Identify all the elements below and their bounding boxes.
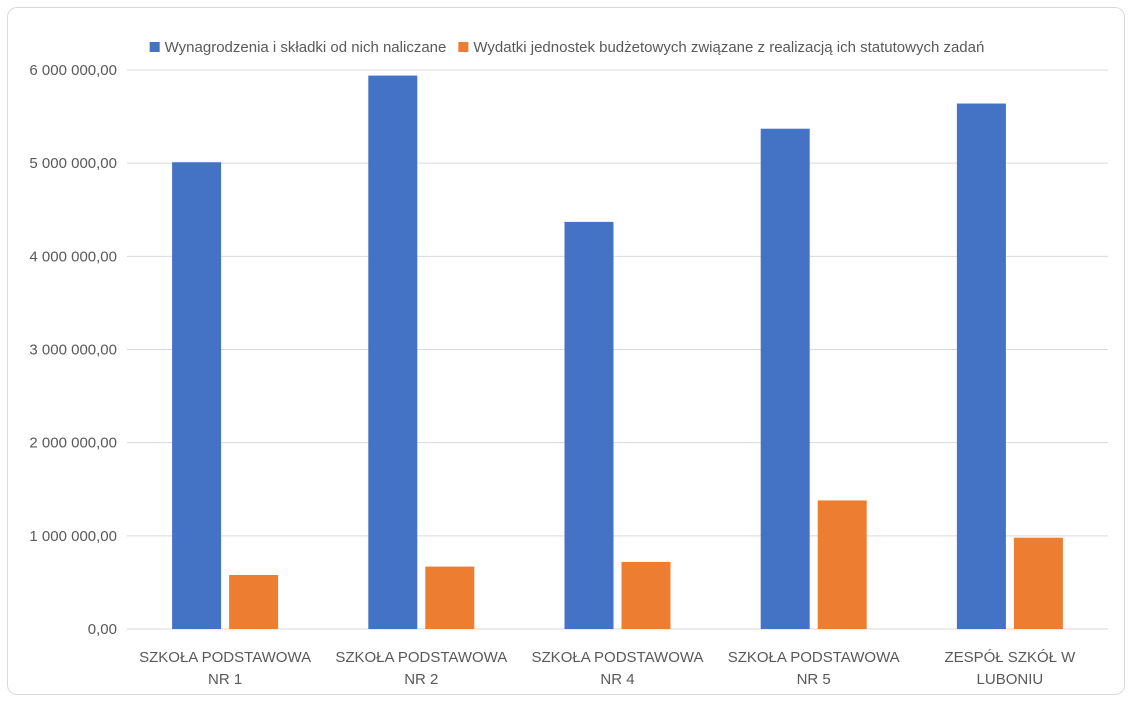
category-label-4-line1: SZKOŁA PODSTAWOWA (728, 649, 900, 666)
legend-label-2: Wydatki jednostek budżetowych związane z… (473, 39, 984, 56)
y-tick-label-4: 4 000 000,00 (29, 248, 117, 265)
y-tick-label-6: 6 000 000,00 (29, 62, 117, 79)
category-label-3-line1: SZKOŁA PODSTAWOWA (532, 649, 704, 666)
bar-series2-1 (229, 574, 279, 629)
gridlines (127, 69, 1108, 630)
category-label-4-line2: NR 5 (797, 671, 831, 688)
bar-series2-3 (621, 561, 671, 629)
category-label-5-line2: LUBONIU (977, 671, 1044, 688)
legend-swatch-1 (149, 42, 160, 52)
bar-series1-4 (760, 128, 810, 629)
y-tick-label-0: 0,00 (88, 621, 117, 638)
category-label-3-line2: NR 4 (600, 671, 634, 688)
y-tick-label-3: 3 000 000,00 (29, 342, 117, 359)
category-label-2-line1: SZKOŁA PODSTAWOWA (335, 649, 507, 666)
y-tick-label-1: 1 000 000,00 (29, 528, 117, 545)
category-label-5-line1: ZESPÓŁ SZKÓŁ W (944, 649, 1076, 666)
category-label-1-line1: SZKOŁA PODSTAWOWA (139, 649, 311, 666)
bar-series1-3 (564, 221, 614, 629)
bar-series2-5 (1013, 537, 1063, 629)
bar-series2-4 (817, 500, 867, 629)
y-axis-tick-labels: 0,00 1 000 000,00 2 000 000,00 3 000 000,00… (29, 62, 117, 638)
x-axis-category-labels: SZKOŁA PODSTAWOWA NR 1 SZKOŁA PODSTAWOWA NR… (139, 649, 1076, 688)
bar-series2-2 (425, 566, 475, 629)
legend: Wynagrodzenia i składki od nich naliczan… (149, 39, 984, 56)
legend-swatch-2 (458, 42, 469, 52)
y-tick-label-5: 5 000 000,00 (29, 155, 117, 172)
bar-series1-1 (172, 162, 222, 630)
legend-label-1: Wynagrodzenia i składki od nich naliczan… (165, 39, 447, 56)
category-label-1-line2: NR 1 (208, 671, 242, 688)
y-tick-label-2: 2 000 000,00 (29, 435, 117, 452)
bar-series1-5 (956, 103, 1006, 630)
bar-series1-2 (368, 75, 418, 630)
category-label-2-line2: NR 2 (404, 671, 438, 688)
bars (172, 75, 1063, 630)
